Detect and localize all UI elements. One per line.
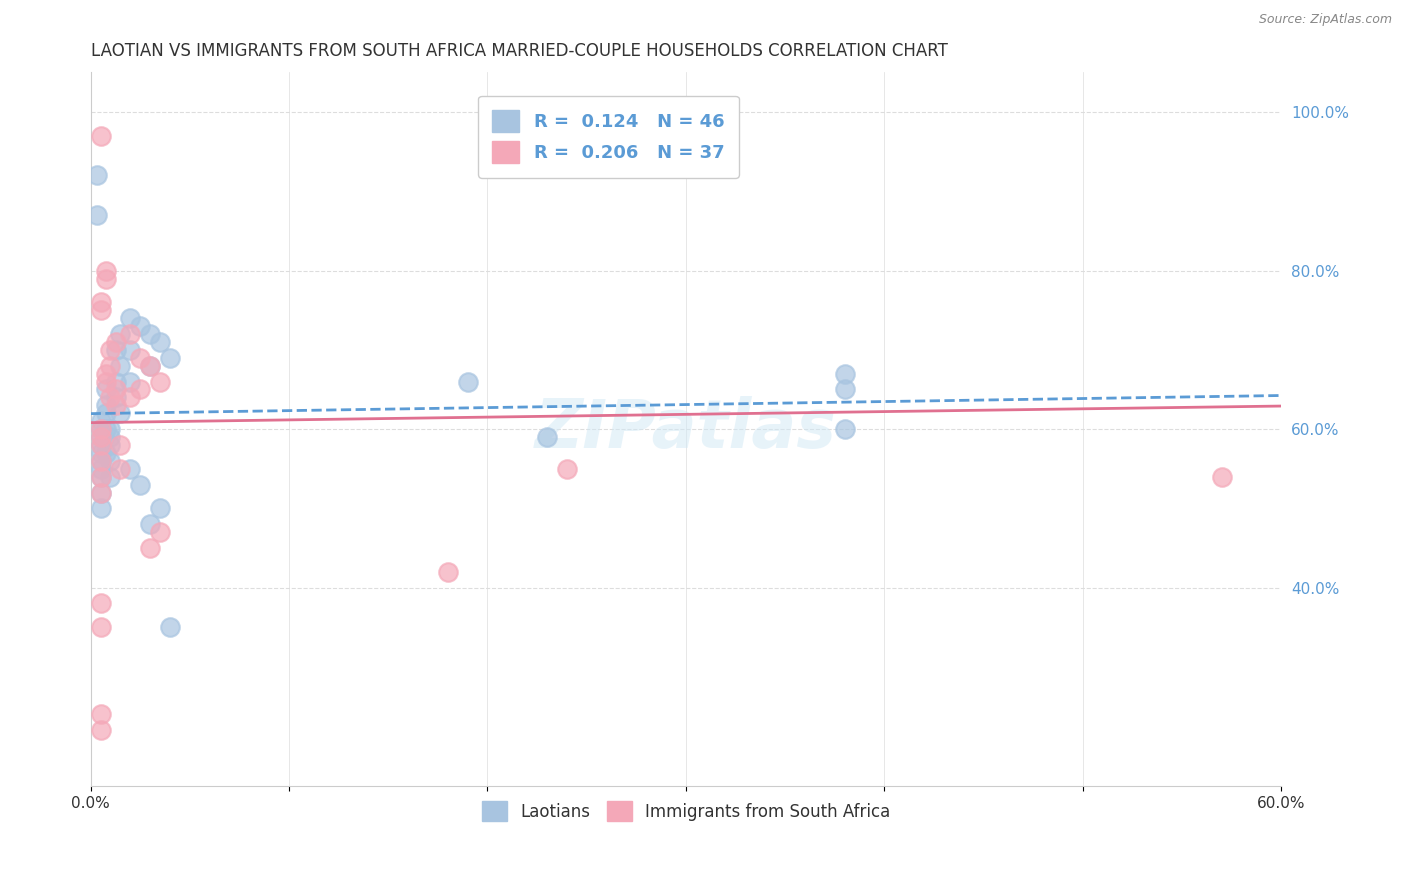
Point	[96, 375, 118, 389]
Point	[90, 461, 112, 475]
Point	[110, 461, 132, 475]
Point	[105, 343, 128, 357]
Point	[834, 367, 856, 381]
Point	[96, 383, 118, 397]
Point	[105, 391, 128, 405]
Point	[86, 169, 108, 183]
Point	[1211, 469, 1233, 483]
Point	[110, 438, 132, 452]
Point	[100, 454, 122, 468]
Point	[159, 620, 181, 634]
Point	[90, 430, 112, 444]
Point	[90, 469, 112, 483]
Point	[90, 620, 112, 634]
Point	[90, 128, 112, 143]
Point	[100, 422, 122, 436]
Point	[120, 461, 142, 475]
Point	[105, 383, 128, 397]
Point	[436, 565, 458, 579]
Point	[90, 485, 112, 500]
Point	[100, 438, 122, 452]
Point	[129, 351, 152, 365]
Point	[149, 501, 172, 516]
Point	[100, 343, 122, 357]
Legend: Laotians, Immigrants from South Africa: Laotians, Immigrants from South Africa	[468, 788, 904, 835]
Text: LAOTIAN VS IMMIGRANTS FROM SOUTH AFRICA MARRIED-COUPLE HOUSEHOLDS CORRELATION CH: LAOTIAN VS IMMIGRANTS FROM SOUTH AFRICA …	[90, 42, 948, 60]
Point	[110, 359, 132, 373]
Point	[139, 359, 162, 373]
Point	[86, 208, 108, 222]
Point	[96, 422, 118, 436]
Point	[90, 501, 112, 516]
Point	[159, 351, 181, 365]
Point	[139, 326, 162, 341]
Point	[90, 422, 112, 436]
Point	[90, 422, 112, 436]
Point	[105, 334, 128, 349]
Point	[96, 446, 118, 460]
Point	[120, 326, 142, 341]
Point	[90, 438, 112, 452]
Point	[105, 375, 128, 389]
Point	[100, 391, 122, 405]
Point	[90, 430, 112, 444]
Point	[110, 326, 132, 341]
Point	[90, 485, 112, 500]
Point	[90, 454, 112, 468]
Point	[96, 367, 118, 381]
Point	[100, 359, 122, 373]
Point	[149, 334, 172, 349]
Point	[457, 375, 479, 389]
Point	[149, 525, 172, 540]
Point	[555, 461, 578, 475]
Point	[96, 263, 118, 277]
Point	[90, 446, 112, 460]
Point	[120, 375, 142, 389]
Point	[105, 398, 128, 412]
Point	[90, 438, 112, 452]
Point	[96, 271, 118, 285]
Point	[90, 707, 112, 722]
Point	[120, 343, 142, 357]
Point	[90, 295, 112, 310]
Text: ZIPatlas: ZIPatlas	[534, 396, 837, 462]
Point	[90, 469, 112, 483]
Point	[96, 406, 118, 420]
Point	[90, 723, 112, 738]
Point	[139, 359, 162, 373]
Point	[129, 383, 152, 397]
Point	[100, 469, 122, 483]
Point	[834, 422, 856, 436]
Point	[120, 391, 142, 405]
Text: Source: ZipAtlas.com: Source: ZipAtlas.com	[1258, 13, 1392, 27]
Point	[834, 383, 856, 397]
Point	[120, 311, 142, 326]
Point	[536, 430, 558, 444]
Point	[90, 597, 112, 611]
Point	[90, 414, 112, 428]
Point	[129, 319, 152, 334]
Point	[139, 517, 162, 532]
Point	[90, 303, 112, 318]
Point	[149, 375, 172, 389]
Point	[90, 454, 112, 468]
Point	[110, 406, 132, 420]
Point	[96, 398, 118, 412]
Point	[636, 128, 658, 143]
Point	[139, 541, 162, 555]
Point	[100, 430, 122, 444]
Point	[129, 477, 152, 491]
